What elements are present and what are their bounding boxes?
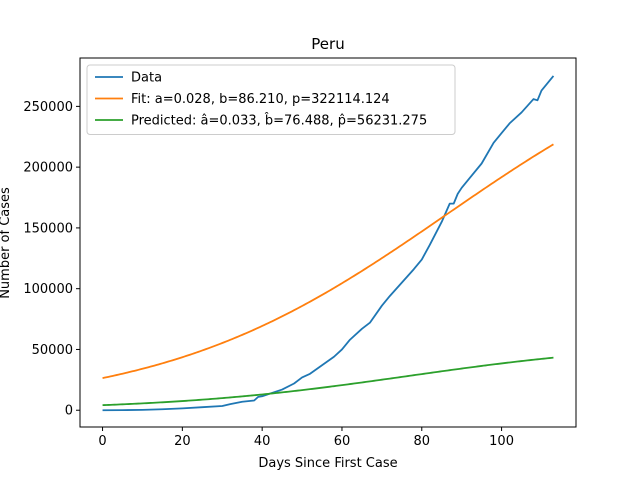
- y-tick-label: 50000: [32, 343, 73, 358]
- legend-label-1: Fit: a=0.028, b=86.210, p=322114.124: [131, 92, 390, 107]
- legend-label-0: Data: [131, 71, 162, 86]
- legend-box: [86, 64, 456, 135]
- y-tick-label: 100000: [23, 282, 73, 297]
- x-tick-label: 100: [489, 434, 514, 449]
- x-tick-label: 0: [98, 434, 106, 449]
- x-tick-label: 80: [413, 434, 430, 449]
- y-tick-label: 0: [65, 404, 73, 419]
- x-axis-title: Days Since First Case: [258, 456, 397, 471]
- x-tick-label: 40: [254, 434, 271, 449]
- y-tick-label: 150000: [23, 221, 73, 236]
- series-line-2: [102, 356, 554, 407]
- chart-title: Peru: [311, 35, 344, 53]
- series-line-1: [102, 143, 554, 379]
- legend: Data Fit: a=0.028, b=86.210, p=322114.124…: [86, 64, 456, 135]
- y-tick-label: 250000: [23, 100, 73, 115]
- x-tick-label: 60: [334, 434, 351, 449]
- x-tick-label: 20: [174, 434, 191, 449]
- x-axis: 0 20 40 60 80 100: [98, 427, 514, 449]
- plot-area: [79, 57, 577, 428]
- y-axis-title: Number of Cases: [0, 187, 13, 299]
- legend-label-2: Predicted: â=0.033, b̂=76.488, p̂=56231.…: [131, 113, 427, 128]
- y-axis: 0 50000 100000 150000 200000 250000: [23, 100, 80, 419]
- y-tick-label: 200000: [23, 161, 73, 176]
- series-line-0: [102, 75, 555, 412]
- axes-frame: [79, 57, 577, 428]
